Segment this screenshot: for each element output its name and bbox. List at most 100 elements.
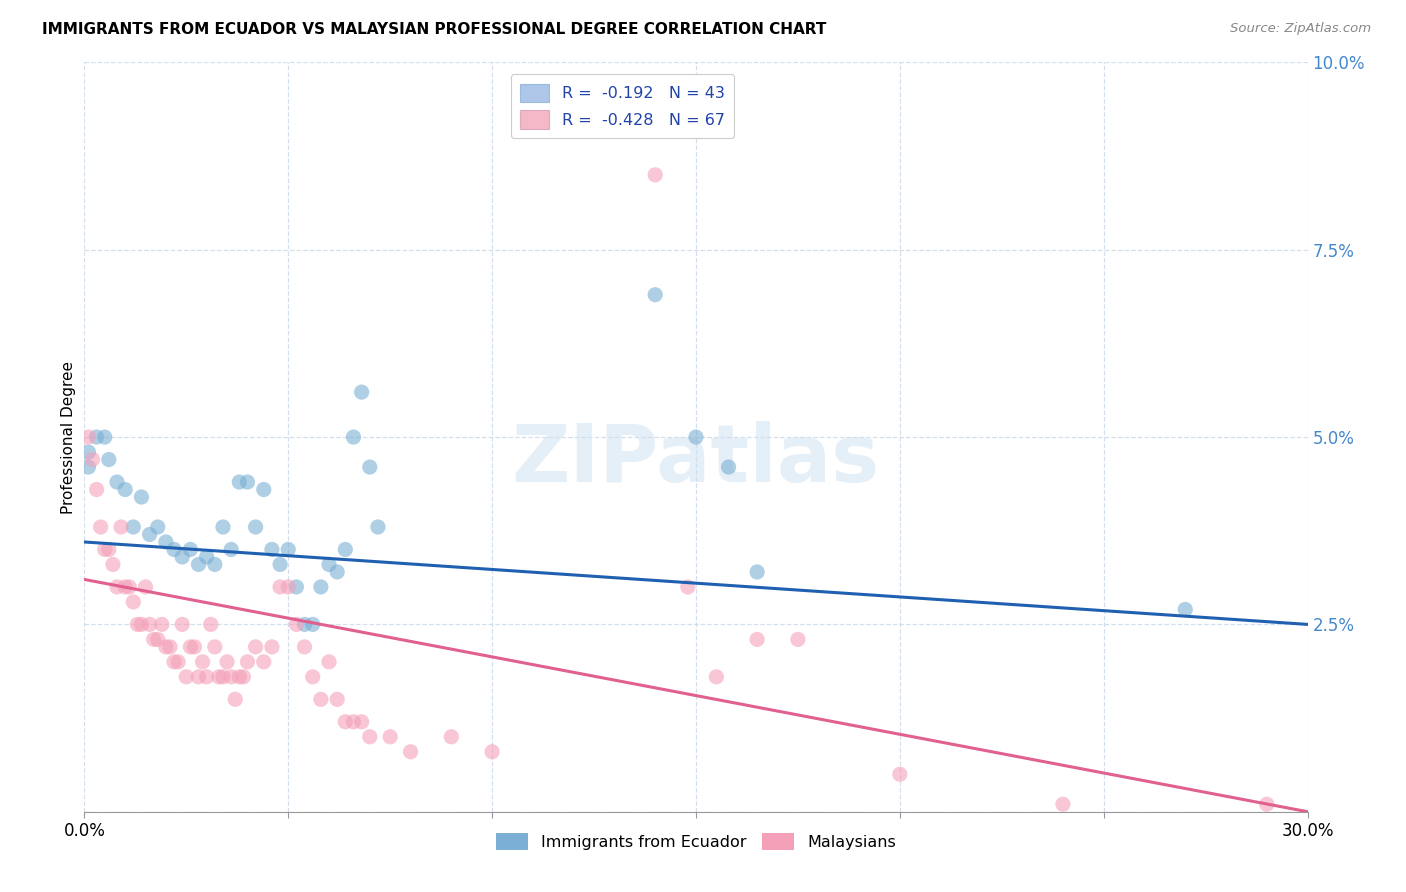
Point [219, 670, 242, 684]
Point [277, 542, 299, 557]
Point [212, 670, 235, 684]
Point [131, 617, 153, 632]
Text: Source: ZipAtlas.com: Source: ZipAtlas.com [1230, 22, 1371, 36]
Point [685, 430, 707, 444]
Point [236, 475, 259, 489]
Point [138, 617, 160, 632]
Point [335, 714, 357, 729]
Point [335, 542, 357, 557]
Point [155, 640, 177, 654]
Point [399, 745, 422, 759]
Point [644, 287, 666, 301]
Point [114, 580, 136, 594]
Point [706, 670, 728, 684]
Point [228, 475, 250, 489]
Y-axis label: Professional Degree: Professional Degree [60, 360, 76, 514]
Point [236, 655, 259, 669]
Point [146, 632, 169, 647]
Point [294, 640, 316, 654]
Point [1052, 797, 1074, 812]
Point [122, 520, 145, 534]
Point [285, 580, 308, 594]
Text: IMMIGRANTS FROM ECUADOR VS MALAYSIAN PROFESSIONAL DEGREE CORRELATION CHART: IMMIGRANTS FROM ECUADOR VS MALAYSIAN PRO… [42, 22, 827, 37]
Point [440, 730, 463, 744]
Point [1256, 797, 1278, 812]
Point [318, 558, 340, 572]
Point [179, 542, 201, 557]
Point [135, 580, 157, 594]
Point [82, 452, 104, 467]
Point [204, 640, 226, 654]
Point [380, 730, 402, 744]
Point [131, 490, 153, 504]
Point [787, 632, 810, 647]
Point [277, 580, 299, 594]
Point [212, 520, 235, 534]
Point [127, 617, 149, 632]
Point [118, 580, 141, 594]
Point [326, 692, 349, 706]
Point [142, 632, 165, 647]
Point [208, 670, 231, 684]
Point [747, 632, 769, 647]
Point [167, 655, 190, 669]
Point [97, 452, 120, 467]
Point [122, 595, 145, 609]
Point [309, 580, 332, 594]
Point [294, 617, 316, 632]
Point [163, 655, 186, 669]
Point [253, 655, 276, 669]
Point [1174, 602, 1197, 616]
Point [138, 527, 160, 541]
Point [174, 670, 197, 684]
Point [747, 565, 769, 579]
Point [172, 549, 194, 564]
Point [110, 520, 132, 534]
Point [163, 542, 186, 557]
Point [269, 558, 291, 572]
Point [253, 483, 276, 497]
Point [86, 430, 108, 444]
Legend: Immigrants from Ecuador, Malaysians: Immigrants from Ecuador, Malaysians [489, 827, 903, 856]
Point [342, 714, 364, 729]
Point [195, 670, 218, 684]
Point [269, 580, 291, 594]
Point [93, 430, 115, 444]
Point [77, 460, 100, 475]
Point [285, 617, 308, 632]
Point [245, 520, 267, 534]
Point [367, 520, 389, 534]
Point [101, 558, 124, 572]
Point [77, 430, 100, 444]
Point [350, 385, 373, 400]
Point [86, 483, 108, 497]
Point [350, 714, 373, 729]
Point [90, 520, 112, 534]
Point [183, 640, 205, 654]
Point [260, 542, 283, 557]
Text: ZIPatlas: ZIPatlas [512, 420, 880, 499]
Point [326, 565, 349, 579]
Point [217, 655, 239, 669]
Point [717, 460, 740, 475]
Point [224, 692, 246, 706]
Point [342, 430, 364, 444]
Point [155, 535, 177, 549]
Point [195, 549, 218, 564]
Point [159, 640, 181, 654]
Point [260, 640, 283, 654]
Point [200, 617, 222, 632]
Point [301, 670, 323, 684]
Point [245, 640, 267, 654]
Point [359, 460, 381, 475]
Point [481, 745, 503, 759]
Point [179, 640, 201, 654]
Point [187, 670, 209, 684]
Point [97, 542, 120, 557]
Point [150, 617, 173, 632]
Point [204, 558, 226, 572]
Point [359, 730, 381, 744]
Point [889, 767, 911, 781]
Point [644, 168, 666, 182]
Point [105, 580, 128, 594]
